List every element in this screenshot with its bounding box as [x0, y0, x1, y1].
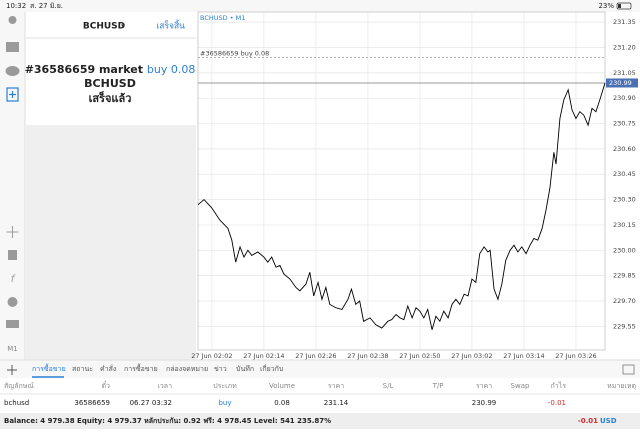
battery: 23%	[598, 2, 614, 10]
y-tick-label: 230.75	[613, 120, 636, 128]
table-cell: 231.14	[324, 399, 349, 407]
sidebar	[0, 12, 25, 360]
order-panel	[26, 12, 196, 125]
objects-icon[interactable]	[7, 297, 18, 307]
status-date: ส. 27 มิ.ย.	[30, 2, 63, 10]
column-header: Volume	[269, 382, 295, 390]
panel-empty	[26, 125, 196, 360]
function-icon[interactable]: f	[11, 274, 16, 285]
table-cell: 230.99	[472, 399, 497, 407]
tab[interactable]: ข่าว	[214, 365, 227, 373]
order-line-label: #36586659 buy 0.08	[200, 50, 269, 58]
column-header: กำไร	[551, 381, 567, 390]
toolbar	[0, 360, 640, 378]
table-cell: 06.27 03:32	[130, 399, 172, 407]
price-line-series	[197, 82, 606, 330]
price-tag	[606, 78, 638, 88]
y-tick-label: 229.55	[613, 322, 636, 330]
trade-icon[interactable]	[6, 42, 19, 52]
order-action: buy 0.08	[147, 63, 195, 76]
y-tick-label: 229.70	[613, 297, 636, 305]
dropdown-arrow	[121, 24, 125, 28]
table-cell: 0.08	[274, 399, 290, 407]
x-tick-label: 27 Jun 03:26	[555, 352, 596, 360]
tab[interactable]: คำสั่ง	[100, 364, 116, 373]
status-time: 10:32	[6, 2, 26, 10]
y-tick-label: 231.20	[613, 43, 636, 51]
add-button[interactable]	[7, 365, 17, 375]
order-symbol: BCHUSD	[84, 77, 136, 90]
column-header: ตั๋ว	[102, 381, 111, 390]
battery-icon	[616, 2, 632, 10]
column-header: Swap	[511, 382, 530, 390]
x-tick-label: 27 Jun 03:14	[503, 352, 544, 360]
y-tick-label: 230.15	[613, 221, 636, 229]
new-order-icon[interactable]	[6, 87, 19, 102]
plot-frame	[197, 11, 606, 351]
price-tag-label: 230.99	[609, 79, 632, 87]
table-cell: -0.01	[548, 399, 566, 407]
y-tick-label: 230.90	[613, 94, 636, 102]
tab[interactable]: กล่องจดหมาย	[166, 365, 208, 373]
tab[interactable]: การซื้อขาย	[124, 362, 158, 373]
order-status: เสร็จแล้ว	[89, 91, 132, 105]
y-tick-label: 230.00	[613, 246, 636, 254]
x-tick-label: 27 Jun 02:38	[347, 352, 388, 360]
y-tick-label: 231.05	[613, 69, 636, 77]
column-header: หมายเหตุ	[607, 382, 636, 390]
column-header: S/L	[383, 382, 394, 390]
y-tick-label: 231.35	[613, 18, 636, 26]
chart: 231.35 231.20 231.05 230.90 230.75 230.60 230.…	[191, 11, 638, 360]
chat-icon[interactable]	[5, 66, 20, 76]
chart-title: BCHUSD • M1	[200, 14, 245, 22]
x-tick-label: 27 Jun 02:50	[399, 352, 440, 360]
layout-icon[interactable]	[6, 320, 19, 328]
total-profit: -0.01	[578, 417, 598, 425]
column-header: T/P	[432, 382, 444, 390]
currency: USD	[600, 417, 617, 425]
account-icon[interactable]	[8, 16, 17, 24]
table-cell: buy	[218, 399, 231, 407]
done-button[interactable]: เสร็จสิ้น	[156, 20, 185, 32]
indicator-icon[interactable]	[8, 250, 17, 260]
y-tick-label: 230.30	[613, 196, 636, 204]
order-id: #36586659 market	[25, 63, 143, 76]
tabs: การซื้อขาย สถานะ คำสั่ง การซื้อขาย กล่องจดหม…	[32, 362, 283, 378]
footer	[0, 413, 640, 429]
table-cell[interactable]: bchusd	[4, 399, 29, 407]
x-tick-label: 27 Jun 03:02	[451, 352, 492, 360]
chart-area	[197, 12, 640, 360]
new-order-plus	[9, 91, 16, 98]
column-header: เวลา	[157, 382, 172, 390]
account-summary: Balance: 4 979.38 Equity: 4 979.37 หลักป…	[4, 417, 331, 425]
y-tick-label: 230.45	[613, 170, 636, 178]
tab[interactable]: สถานะ	[72, 365, 93, 373]
x-tick-label: 27 Jun 02:14	[243, 352, 284, 360]
tab[interactable]: บันทึก	[236, 364, 254, 373]
timeframe-button[interactable]: M1	[7, 345, 18, 353]
column-header: ราคา	[328, 382, 344, 390]
column-header: สัญลักษณ์	[4, 382, 34, 390]
column-header: ราคา	[476, 382, 492, 390]
y-tick-label: 230.60	[613, 145, 636, 153]
table: สัญลักษณ์ ตั๋ว เวลา ประเภท Volume ราคา S/L T/P ร…	[0, 381, 640, 407]
order-summary: #36586659 market buy 0.08	[25, 63, 196, 76]
crosshair-icon[interactable]	[6, 226, 19, 238]
expand-icon[interactable]	[622, 364, 635, 375]
tab[interactable]: เกี่ยวกับ	[260, 364, 283, 373]
y-tick-label: 229.85	[613, 272, 636, 280]
column-header: ประเภท	[213, 382, 237, 390]
symbol-selector[interactable]: BCHUSD	[83, 22, 125, 32]
table-cell: 36586659	[74, 399, 110, 407]
tab[interactable]: การซื้อขาย	[32, 362, 66, 373]
battery-level	[618, 4, 621, 8]
status-bar	[0, 0, 640, 12]
x-tick-label: 27 Jun 02:02	[191, 352, 232, 360]
x-tick-label: 27 Jun 02:26	[295, 352, 336, 360]
